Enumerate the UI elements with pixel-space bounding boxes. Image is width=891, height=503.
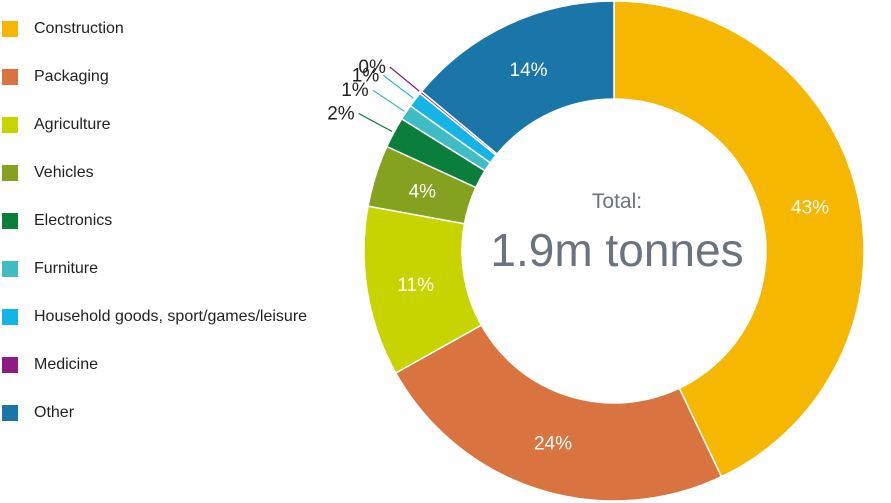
legend-swatch [2,405,18,421]
center-title: Total: [592,190,642,213]
legend-swatch [2,213,18,229]
legend-label: Vehicles [34,164,94,181]
slice-label-other: 14% [510,60,548,81]
legend-item-other: Other [0,403,74,423]
legend-swatch [2,117,18,133]
legend-label: Electronics [34,212,113,229]
legend-item-agriculture: Agriculture [0,115,110,135]
slice-packaging [394,324,723,502]
legend-label: Medicine [34,356,99,373]
legend-item-electronics: Electronics [0,211,112,231]
legend-item-household-goods-sport-games-leisure: Household goods, sport/games/leisure [0,307,307,327]
legend-label: Other [34,404,75,421]
center-value: 1.9m tonnes [490,224,743,276]
leader-lines [358,66,420,133]
slice-label-electronics: 2% [327,104,355,125]
slice-label-furniture: 1% [341,80,369,101]
legend-label: Furniture [34,260,99,277]
legend-swatch [2,261,18,277]
legend-item-vehicles: Vehicles [0,163,94,183]
legend-swatch [2,357,18,373]
slice-label-medicine: 0% [358,57,386,78]
slices [363,0,865,502]
slice-label-household-goods-sport-games-leisure: 1% [352,65,380,86]
slice-label-construction: 43% [791,198,829,219]
legend-item-medicine: Medicine [0,355,98,375]
legend-label: Agriculture [34,116,111,133]
legend-swatch [2,165,18,181]
legend-swatch [2,69,18,85]
leader-line-electronics [358,112,393,133]
legend-item-construction: Construction [0,19,124,39]
legend-swatch [2,21,18,37]
slice-label-vehicles: 4% [409,181,437,202]
leader-line-furniture [372,89,405,112]
leader-line-medicine [389,66,420,92]
slice-labels: 43% 24% 11% 4% 2% 1%1%0% 14% [327,57,829,455]
slice-label-agriculture: 11% [397,275,434,296]
leader-line-household-goods-sport-games-leisure [382,74,414,99]
legend-label: Construction [34,20,124,37]
legend-item-packaging: Packaging [0,67,109,87]
legend-item-furniture: Furniture [0,259,98,279]
legend-swatch [2,309,18,325]
slice-label-packaging: 24% [534,434,572,455]
slice-other [420,0,615,155]
legend-label: Household goods, sport/games/leisure [34,308,308,325]
legend-label: Packaging [34,68,109,85]
slice-construction [613,0,865,478]
